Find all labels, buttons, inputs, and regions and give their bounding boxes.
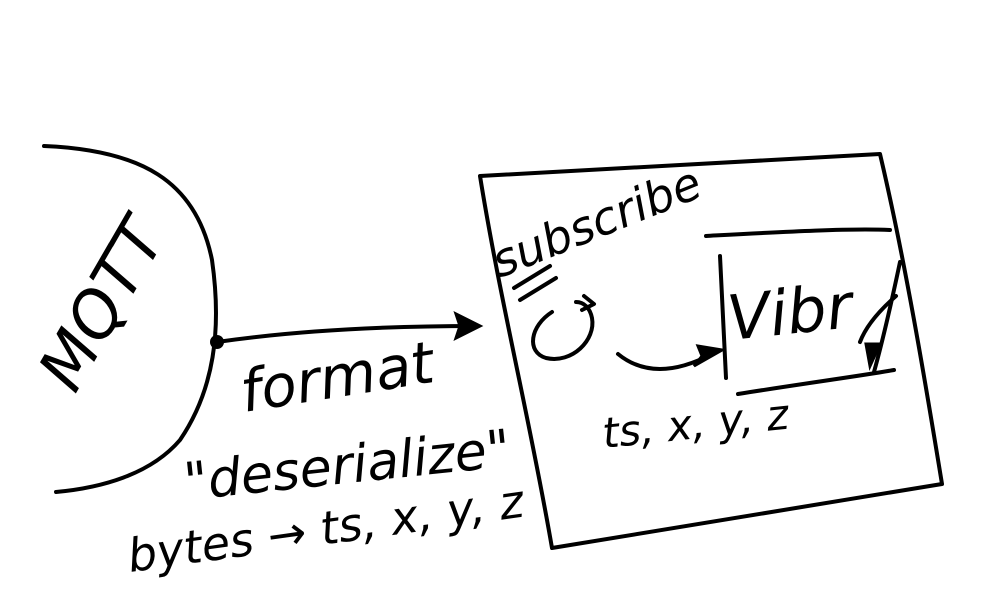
vibr-inner-arrow-head [864,342,883,371]
vibr-box-left [718,254,728,380]
format-label: format [236,328,441,426]
publish-arrow-line [215,324,478,344]
vibr-label: Vibr [724,269,859,355]
fields-label: ts, x, y, z [600,390,792,458]
vibr-box-bottom [736,368,896,396]
vibr-box-right [872,260,902,374]
subscribe-mark-2 [518,276,558,302]
mqtt-label: MQTT [25,203,183,403]
vibr-arrow-head [692,344,727,368]
subscriber-box [478,152,944,550]
loop-arrow-tip [580,294,596,312]
mqtt-broker-shape [42,144,218,494]
vibr-box-top [704,227,892,238]
publish-arrow-head [453,311,484,341]
subscribe-mark-1 [512,264,552,290]
vibr-inner-arrow [858,294,898,344]
